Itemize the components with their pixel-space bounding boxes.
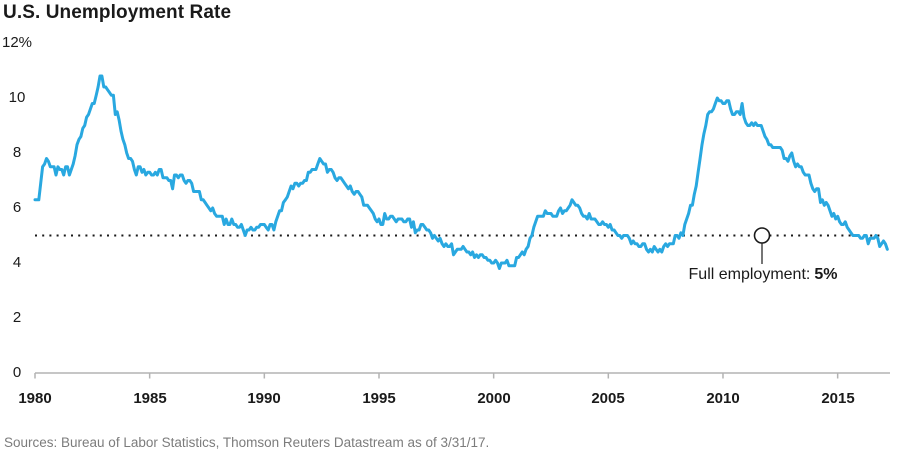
y-axis-label-12: 12%: [1, 34, 33, 51]
x-axis-label-1995: 1995: [362, 390, 396, 407]
x-axis-label-2010: 2010: [706, 390, 740, 407]
x-axis-label-1980: 1980: [18, 390, 52, 407]
y-axis-label-10: 10: [8, 89, 26, 106]
full-employment-marker-circle: [753, 227, 771, 244]
x-axis-label-1985: 1985: [133, 390, 167, 407]
x-axis-ticks: [34, 373, 839, 379]
y-axis-label-2: 2: [12, 309, 22, 326]
x-axis-label-2015: 2015: [821, 390, 855, 407]
x-axis-label-2000: 2000: [477, 390, 511, 407]
y-axis-label-6: 6: [12, 199, 22, 216]
unemployment-rate-line: [33, 74, 889, 270]
annotation-value: 5%: [814, 266, 838, 283]
y-axis-label-8: 8: [12, 144, 22, 161]
chart-title: U.S. Unemployment Rate: [3, 2, 232, 23]
y-axis-label-0: 0: [12, 364, 22, 381]
x-axis-label-1990: 1990: [247, 390, 281, 407]
y-axis-label-4: 4: [12, 254, 22, 271]
annotation-label: Full employment:: [688, 266, 811, 283]
x-axis-label-2005: 2005: [591, 390, 625, 407]
full-employment-annotation: Full employment: 5%: [652, 265, 874, 284]
source-note: Sources: Bureau of Labor Statistics, Tho…: [4, 435, 490, 450]
chart-plot-area: [33, 74, 890, 379]
